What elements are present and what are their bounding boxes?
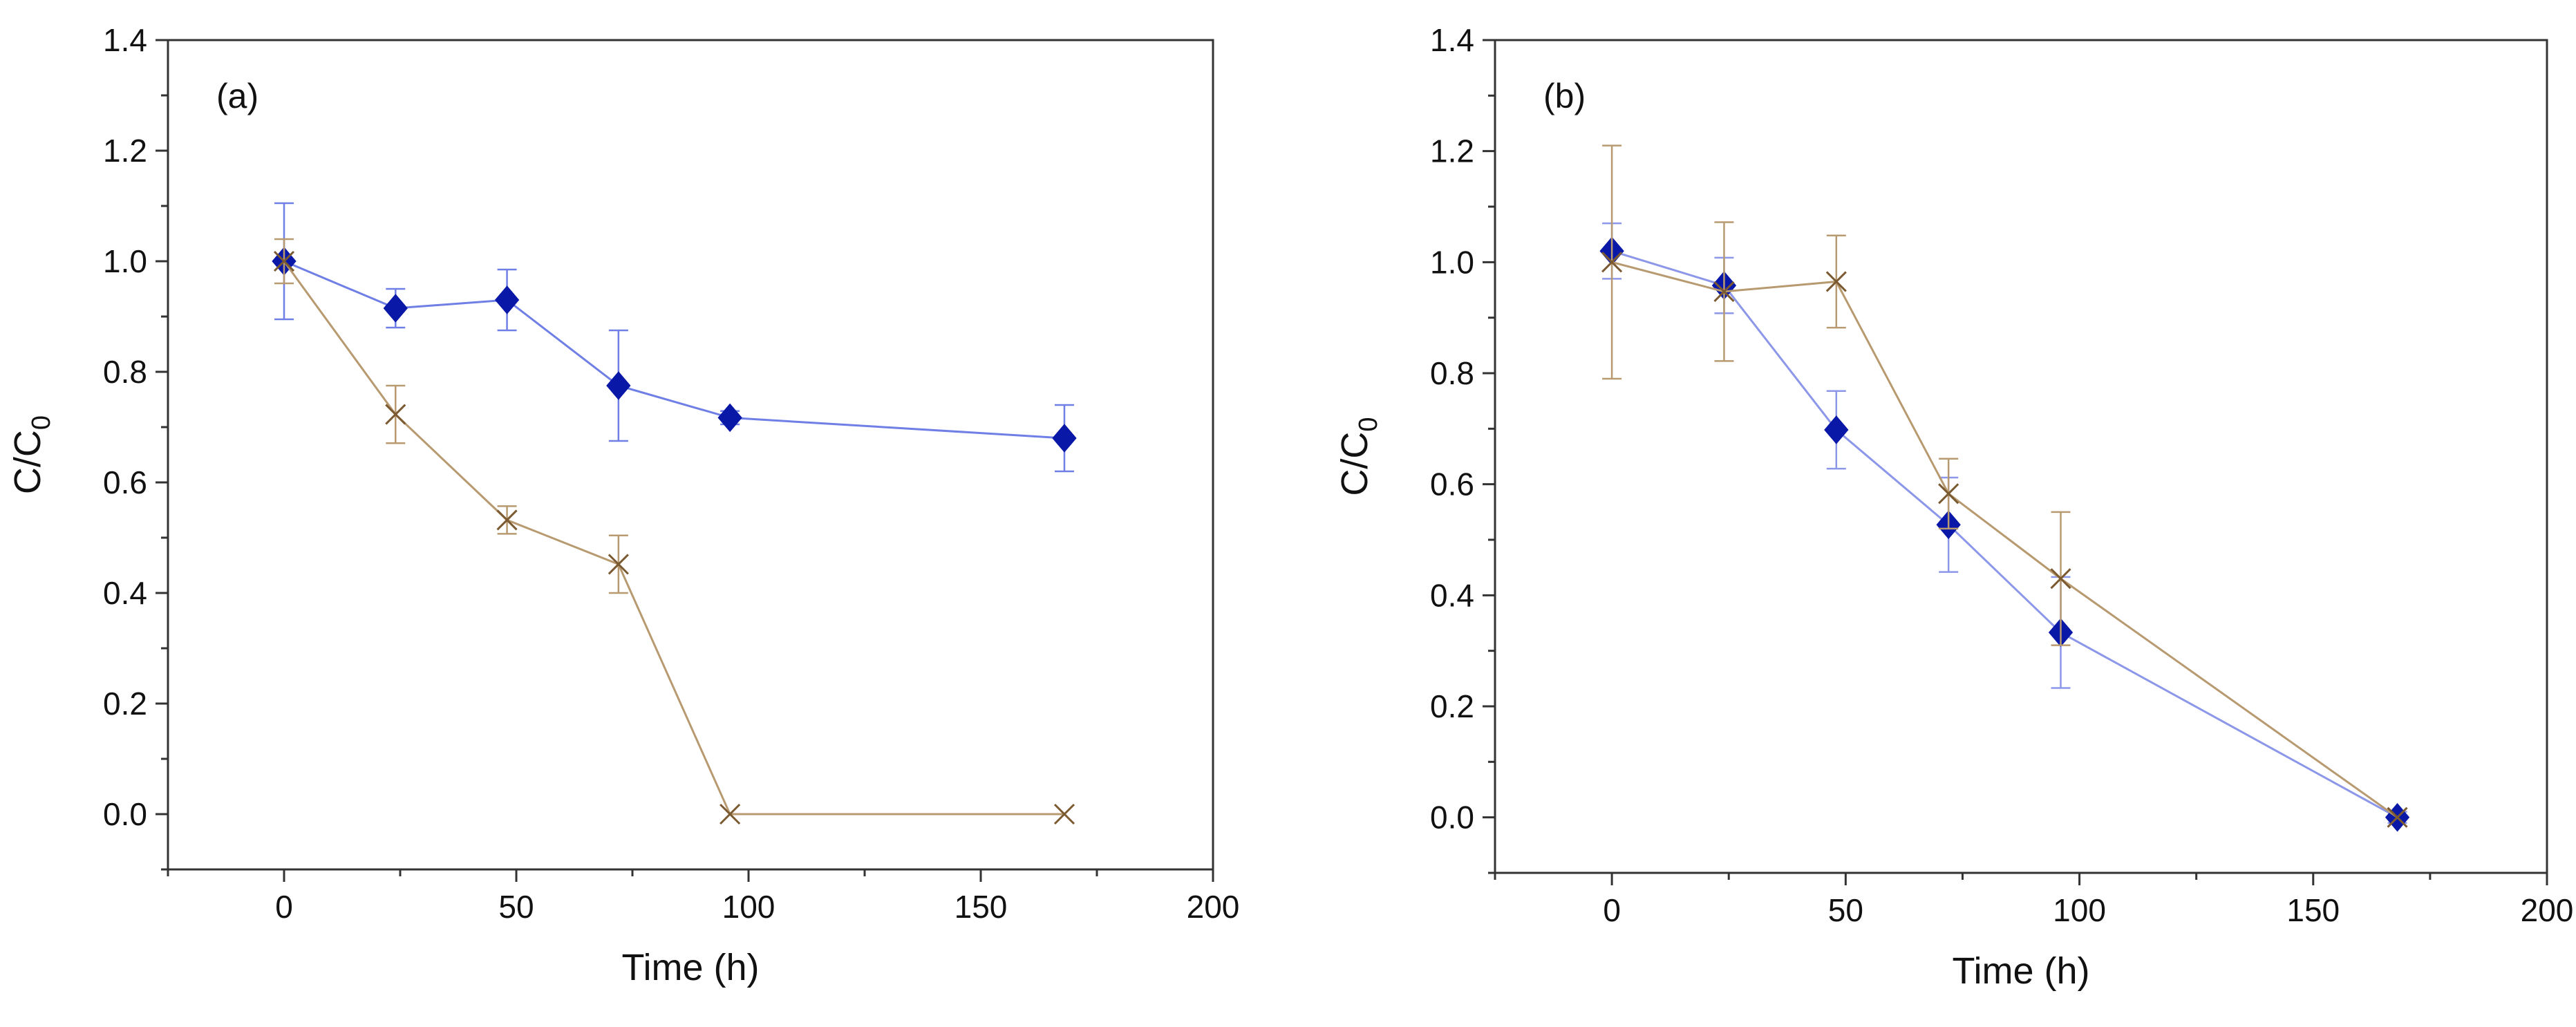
x-tick-label: 50 [1828,892,1863,928]
cross-stroke [1825,271,1847,292]
cross-stroke [1938,483,1959,505]
x-axis-title: Time (h) [622,947,760,988]
x-tick-label: 200 [1187,889,1240,925]
cross-stroke [2050,568,2071,590]
y-tick-label: 0.4 [103,575,147,611]
y-tick-label: 1.2 [1430,133,1474,169]
data-point-cross [2387,807,2408,828]
data-point-diamond [717,403,742,433]
y-tick-label: 0.6 [103,464,147,500]
cross-stroke [1713,281,1735,302]
y-axis-title: C/C0 [7,415,56,494]
data-point-cross [1053,803,1075,825]
y-tick-label: 0.8 [103,354,147,390]
data-point-cross [273,250,295,272]
y-axis-title-main: C/C [1334,432,1375,496]
cross-stroke [608,554,629,575]
series-line [1611,249,2398,818]
data-point-cross [720,803,741,825]
y-tick-label: 1.0 [1430,244,1474,280]
x-tick-label: 150 [2286,892,2340,928]
data-point-cross [608,554,629,575]
x-tick-label: 150 [955,889,1008,925]
y-axis-title-subscript: 0 [27,415,56,430]
cross-stroke [720,803,741,825]
y-tick-label: 1.0 [103,243,147,279]
data-point-diamond [606,371,631,400]
panel-label: (a) [216,77,258,115]
x-tick-label: 0 [1603,892,1621,928]
data-point-diamond [383,294,408,323]
series-line [283,260,1065,440]
y-axis-title: C/C0 [1334,417,1383,496]
chart-panel-a: 0.0 0.2 0.4 0.6 0.8 1.0 1.2 1.4 0 50 100 150 200 Time… [7,22,1239,988]
y-axis-title-subscript: 0 [1354,417,1383,431]
panel-label: (b) [1543,77,1586,115]
y-tick-label: 0.2 [1430,688,1474,724]
data-point-cross [1713,281,1735,302]
data-point-cross [385,404,406,425]
series-cross [273,238,1075,825]
data-point-cross [2050,568,2071,590]
y-axis-title-main: C/C [7,430,48,494]
y-tick-label: 1.4 [1430,22,1474,58]
cross-stroke [2387,807,2408,828]
y-tick-label: 0.8 [1430,355,1474,391]
cross-stroke [385,404,406,425]
x-tick-label: 100 [722,889,775,925]
x-axis-title: Time (h) [1953,950,2090,992]
x-tick-label: 0 [275,889,293,925]
plot-frame [1494,39,2548,874]
series-line [1611,261,2398,818]
x-tick-label: 200 [2521,892,2574,928]
y-tick-label: 0.0 [1430,800,1474,836]
plot-frame [167,39,1214,871]
y-tick-label: 0.0 [103,796,147,832]
data-point-diamond [494,285,520,314]
series-line [283,261,1064,816]
cross-stroke [1053,803,1075,825]
y-tick-label: 1.4 [103,22,147,58]
x-tick-label: 50 [498,889,534,925]
y-tick-label: 0.2 [103,686,147,722]
data-point-diamond [1824,415,1849,444]
x-tick-label: 100 [2053,892,2106,928]
cross-stroke [273,250,295,272]
chart-panel-b: 0.0 0.2 0.4 0.6 0.8 1.0 1.2 1.4 0 50 100 150 200 Time… [1334,22,2573,992]
y-tick-label: 1.2 [103,133,147,169]
series-cross [1601,144,2408,828]
data-point-cross [1825,271,1847,292]
data-point-cross [1938,483,1959,505]
y-tick-label: 0.4 [1430,577,1474,613]
cross-stroke [496,509,518,531]
series-diamond [272,202,1077,473]
y-tick-label: 0.6 [1430,467,1474,502]
data-point-cross [1601,252,1623,273]
data-point-diamond [1052,424,1077,453]
cross-stroke [1601,252,1623,273]
data-point-cross [496,509,518,531]
